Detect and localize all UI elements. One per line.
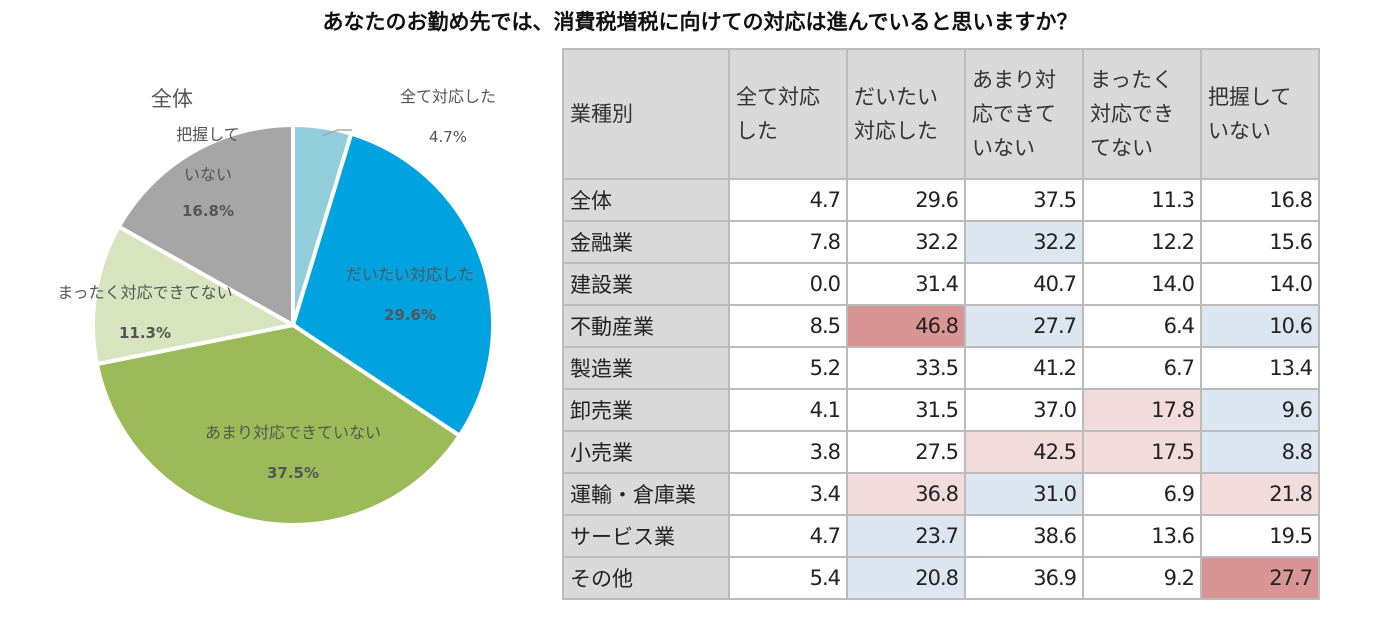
slice-label: まったく対応できてない — [57, 283, 232, 302]
table-row: 運輸・倉庫業 3.4 36.8 31.0 6.9 21.8 — [562, 472, 1320, 516]
row-category: 卸売業 — [562, 388, 730, 432]
table-cell: 7.8 — [728, 220, 848, 264]
slice-label: いない — [184, 165, 232, 184]
row-category: 建設業 — [562, 262, 730, 306]
slice-label: だいたい対応した — [346, 265, 474, 284]
column-header: 把握して いない — [1200, 48, 1320, 180]
table-cell: 21.8 — [1200, 472, 1320, 516]
table-cell: 10.6 — [1200, 304, 1320, 348]
table-row: 建設業 0.0 31.4 40.7 14.0 14.0 — [562, 262, 1320, 306]
slice-value: 4.7% — [429, 128, 467, 146]
pie-chart: 全体 全て対応した 4.7% だいたい対応した 29.6% あまり対応できていない 37.5… — [57, 87, 496, 527]
row-category: 全体 — [562, 178, 730, 222]
chart-title: あなたのお勤め先では、消費税増税に向けての対応は進んでいると思いますか？ — [322, 10, 1078, 34]
table-cell: 23.7 — [846, 514, 966, 558]
table-row: 製造業 5.2 33.5 41.2 6.7 13.4 — [562, 346, 1320, 390]
table-cell: 42.5 — [964, 430, 1084, 474]
row-category: 運輸・倉庫業 — [562, 472, 730, 516]
table-cell: 27.5 — [846, 430, 966, 474]
table-cell: 27.7 — [1200, 556, 1320, 600]
table-cell: 5.4 — [728, 556, 848, 600]
table-cell: 29.6 — [846, 178, 966, 222]
table-cell: 4.7 — [728, 514, 848, 558]
table-cell: 3.8 — [728, 430, 848, 474]
table-cell: 4.1 — [728, 388, 848, 432]
table-cell: 32.2 — [964, 220, 1084, 264]
slice-value: 16.8% — [182, 202, 234, 220]
table-cell: 46.8 — [846, 304, 966, 348]
table-cell: 31.0 — [964, 472, 1084, 516]
table-cell: 13.4 — [1200, 346, 1320, 390]
table-cell: 37.0 — [964, 388, 1084, 432]
leader-line — [321, 129, 352, 137]
table-row: 金融業 7.8 32.2 32.2 12.2 15.6 — [562, 220, 1320, 264]
pie-slice — [290, 131, 495, 439]
column-header: 全て対応 した — [728, 48, 848, 180]
slice-label: 全て対応した — [400, 87, 496, 106]
table-cell: 17.8 — [1082, 388, 1202, 432]
row-category: 小売業 — [562, 430, 730, 474]
table-cell: 6.7 — [1082, 346, 1202, 390]
table-cell: 36.9 — [964, 556, 1084, 600]
table-cell: 0.0 — [728, 262, 848, 306]
table-cell: 9.6 — [1200, 388, 1320, 432]
table-cell: 40.7 — [964, 262, 1084, 306]
table-cell: 27.7 — [964, 304, 1084, 348]
slice-value: 29.6% — [384, 306, 436, 324]
table-row: サービス業 4.7 23.7 38.6 13.6 19.5 — [562, 514, 1320, 558]
table-cell: 38.6 — [964, 514, 1084, 558]
table-cell: 41.2 — [964, 346, 1084, 390]
table-cell: 36.8 — [846, 472, 966, 516]
pie-slice — [116, 122, 295, 329]
table-cell: 16.8 — [1200, 178, 1320, 222]
slice-label: 把握して — [176, 125, 240, 144]
table-cell: 11.3 — [1082, 178, 1202, 222]
table-cell: 14.0 — [1200, 262, 1320, 306]
table-row: 全体 4.7 29.6 37.5 11.3 16.8 — [562, 178, 1320, 222]
column-header: あまり対 応できて いない — [964, 48, 1084, 180]
row-category: 金融業 — [562, 220, 730, 264]
table-cell: 9.2 — [1082, 556, 1202, 600]
table-cell: 6.9 — [1082, 472, 1202, 516]
table-cell: 6.4 — [1082, 304, 1202, 348]
table-cell: 17.5 — [1082, 430, 1202, 474]
table-row: 卸売業 4.1 31.5 37.0 17.8 9.6 — [562, 388, 1320, 432]
table-cell: 4.7 — [728, 178, 848, 222]
column-header: だいたい 対応した — [846, 48, 966, 180]
table-cell: 15.6 — [1200, 220, 1320, 264]
pie-slice — [94, 322, 463, 527]
column-header: 業種別 — [562, 48, 730, 180]
row-category: サービス業 — [562, 514, 730, 558]
row-category: 製造業 — [562, 346, 730, 390]
table-cell: 20.8 — [846, 556, 966, 600]
table-cell: 8.8 — [1200, 430, 1320, 474]
slice-value: 37.5% — [267, 464, 319, 482]
pie-slice — [91, 223, 299, 367]
table-cell: 37.5 — [964, 178, 1084, 222]
slice-label: あまり対応できていない — [205, 423, 381, 442]
slice-value: 11.3% — [119, 324, 171, 342]
table-cell: 31.5 — [846, 388, 966, 432]
column-header: まったく 対応でき てない — [1082, 48, 1202, 180]
table-cell: 32.2 — [846, 220, 966, 264]
row-category: 不動産業 — [562, 304, 730, 348]
row-category: その他 — [562, 556, 730, 600]
table-cell: 12.2 — [1082, 220, 1202, 264]
pie-title: 全体 — [151, 87, 193, 111]
table-cell: 3.4 — [728, 472, 848, 516]
table-row: 小売業 3.8 27.5 42.5 17.5 8.8 — [562, 430, 1320, 474]
table-cell: 8.5 — [728, 304, 848, 348]
table-cell: 33.5 — [846, 346, 966, 390]
table-cell: 14.0 — [1082, 262, 1202, 306]
table-row: その他 5.4 20.8 36.9 9.2 27.7 — [562, 556, 1320, 600]
table-cell: 13.6 — [1082, 514, 1202, 558]
data-table: 業種別 全て対応 した だいたい 対応した あまり対 応できて いない まったく 対応でき てない把… — [562, 48, 1320, 600]
table-cell: 19.5 — [1200, 514, 1320, 558]
table-cell: 5.2 — [728, 346, 848, 390]
table-cell: 31.4 — [846, 262, 966, 306]
table-row: 不動産業 8.5 46.8 27.7 6.4 10.6 — [562, 304, 1320, 348]
